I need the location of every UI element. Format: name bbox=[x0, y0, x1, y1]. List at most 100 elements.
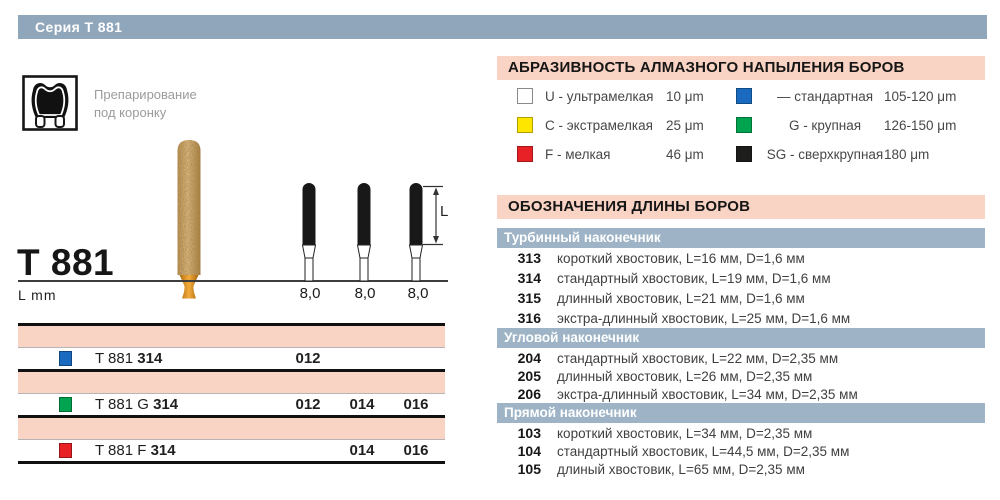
legend-size: 25 μm bbox=[666, 118, 704, 133]
dimension-arrow-down bbox=[433, 236, 439, 244]
table-rule bbox=[18, 461, 445, 464]
row-desc: короткий хвостовик, L=34 мм, D=2,35 мм bbox=[557, 425, 813, 441]
length-row: 316 экстра-длинный хвостовик, L=25 мм, D… bbox=[497, 308, 985, 328]
row-desc: длиный хвостовик, L=65 мм, D=2,35 мм bbox=[557, 461, 805, 477]
application-caption-line2: под коронку bbox=[94, 105, 167, 121]
variant-shank-code: 314 bbox=[137, 350, 163, 367]
table-rule bbox=[18, 323, 445, 326]
legend-size: 46 μm bbox=[666, 147, 704, 162]
row-code: 204 bbox=[517, 350, 541, 366]
table-pink-band bbox=[18, 418, 445, 439]
legend-label: G - крупная bbox=[788, 118, 862, 133]
legend-swatch-black bbox=[736, 146, 752, 162]
section-band-straight: Прямой наконечник bbox=[497, 403, 985, 423]
variant-color-swatch bbox=[59, 443, 72, 458]
legend-label: C - экстрамелкая bbox=[545, 118, 653, 133]
variant-name-text: T 881 bbox=[95, 350, 134, 367]
legend-swatch-red bbox=[517, 146, 533, 162]
length-row: 314 стандартный хвостовик, L=19 мм, D=1,… bbox=[497, 268, 985, 288]
variant-row-2: T 881 G 314 012 014 016 bbox=[18, 394, 445, 415]
row-desc: стандартный хвостовик, L=22 мм, D=2,35 м… bbox=[557, 350, 839, 366]
legend-label: F - мелкая bbox=[545, 147, 611, 162]
figure-baseline bbox=[18, 280, 448, 282]
row-code: 206 bbox=[517, 386, 541, 402]
legend-swatch-yellow bbox=[517, 117, 533, 133]
legend-row-2: C - экстрамелкая 25 μm G - крупная 126-1… bbox=[497, 117, 985, 134]
variant-row-3: T 881 F 314 014 016 bbox=[18, 440, 445, 461]
variant-size-value: 014 bbox=[349, 396, 375, 413]
row-desc: стандартный хвостовик, L=44,5 мм, D=2,35… bbox=[557, 443, 850, 459]
size-label-2: 8,0 bbox=[354, 285, 376, 302]
legend-size: 10 μm bbox=[666, 89, 704, 104]
application-caption-line1: Препарирование bbox=[94, 87, 197, 102]
legend-swatch-blue bbox=[736, 88, 752, 104]
variant-color-swatch bbox=[59, 351, 72, 366]
row-desc: короткий хвостовик, L=16 мм, D=1,6 мм bbox=[557, 250, 805, 266]
row-desc: стандартный хвостовик, L=19 мм, D=1,6 мм bbox=[557, 270, 831, 286]
variant-size-value: 012 bbox=[295, 350, 321, 367]
bur-silhouette-1 bbox=[301, 183, 317, 282]
variant-name-text: T 881 G bbox=[95, 396, 149, 413]
length-row: 205 длинный хвостовик, L=26 мм, D=2,35 м… bbox=[497, 367, 985, 385]
variant-color-swatch bbox=[59, 397, 72, 412]
section-band-angle: Угловой наконечник bbox=[497, 328, 985, 348]
section-band-title: Прямой наконечник bbox=[504, 405, 637, 420]
variant-size-value: 016 bbox=[403, 396, 429, 413]
variant-name: T 881 G 314 bbox=[95, 396, 178, 413]
row-code: 314 bbox=[517, 270, 541, 286]
row-desc: экстра-длинный хвостовик, L=25 мм, D=1,6… bbox=[557, 310, 851, 326]
row-code: 313 bbox=[517, 250, 541, 266]
variant-name: T 881 F 314 bbox=[95, 442, 176, 459]
bur-silhouette-3 bbox=[408, 183, 424, 282]
length-row: 204 стандартный хвостовик, L=22 мм, D=2,… bbox=[497, 349, 985, 367]
variant-name-text: T 881 F bbox=[95, 442, 147, 459]
legend-size: 105-120 μm bbox=[884, 89, 957, 104]
row-code: 105 bbox=[517, 461, 541, 477]
row-desc: длинный хвостовик, L=26 мм, D=2,35 мм bbox=[557, 368, 813, 384]
row-code: 104 bbox=[517, 443, 541, 459]
series-title: Серия Т 881 bbox=[35, 19, 123, 35]
variant-name: T 881 314 bbox=[95, 350, 162, 367]
length-row: 105 длиный хвостовик, L=65 мм, D=2,35 мм bbox=[497, 460, 985, 478]
row-desc: длинный хвостовик, L=21 мм, D=1,6 мм bbox=[557, 290, 805, 306]
table-pink-band bbox=[18, 326, 445, 347]
series-header: Серия Т 881 bbox=[18, 15, 987, 39]
bur-silhouette-2 bbox=[356, 183, 372, 282]
legend-label: — стандартная bbox=[776, 89, 874, 104]
table-thin-rule bbox=[18, 439, 445, 440]
section-band-title: Турбинный наконечник bbox=[504, 230, 661, 245]
row-code: 316 bbox=[517, 310, 541, 326]
variant-shank-code: 314 bbox=[150, 442, 176, 459]
size-label-3: 8,0 bbox=[407, 285, 429, 302]
dimension-l-label: L bbox=[440, 203, 449, 220]
legend-row-3: F - мелкая 46 μm SG - сверхкрупная 180 μ… bbox=[497, 146, 985, 163]
row-code: 315 bbox=[517, 290, 541, 306]
table-rule bbox=[18, 369, 445, 372]
variant-size-value: 016 bbox=[403, 442, 429, 459]
legend-label: SG - сверхкрупная bbox=[766, 147, 884, 162]
legend-swatch-green bbox=[736, 117, 752, 133]
size-label-1: 8,0 bbox=[299, 285, 321, 302]
legend-swatch-white bbox=[517, 88, 533, 104]
diamond-bur-photo bbox=[177, 140, 201, 299]
length-row: 315 длинный хвостовик, L=21 мм, D=1,6 мм bbox=[497, 288, 985, 308]
crown-preparation-icon bbox=[22, 75, 78, 131]
table-rule bbox=[18, 415, 445, 418]
dimension-arrow-up bbox=[433, 187, 439, 195]
table-thin-rule bbox=[18, 347, 445, 348]
variant-size-value: 012 bbox=[295, 396, 321, 413]
row-code: 103 bbox=[517, 425, 541, 441]
section-band-title: Угловой наконечник bbox=[504, 330, 640, 345]
application-caption: Препарирование под коронку bbox=[94, 86, 197, 122]
variant-shank-code: 314 bbox=[153, 396, 179, 413]
variant-row-1: T 881 314 012 bbox=[18, 348, 445, 369]
row-desc: экстра-длинный хвостовик, L=34 мм, D=2,3… bbox=[557, 386, 858, 402]
table-pink-band bbox=[18, 372, 445, 393]
variant-size-value: 014 bbox=[349, 442, 375, 459]
model-title: T 881 bbox=[17, 242, 115, 283]
legend-size: 180 μm bbox=[884, 147, 930, 162]
length-row: 313 короткий хвостовик, L=16 мм, D=1,6 м… bbox=[497, 248, 985, 268]
lengths-header: ОБОЗНАЧЕНИЯ ДЛИНЫ БОРОВ bbox=[497, 195, 985, 219]
unit-label: L mm bbox=[18, 287, 57, 303]
legend-row-1: U - ультрамелкая 10 μm — стандартная 105… bbox=[497, 88, 985, 105]
